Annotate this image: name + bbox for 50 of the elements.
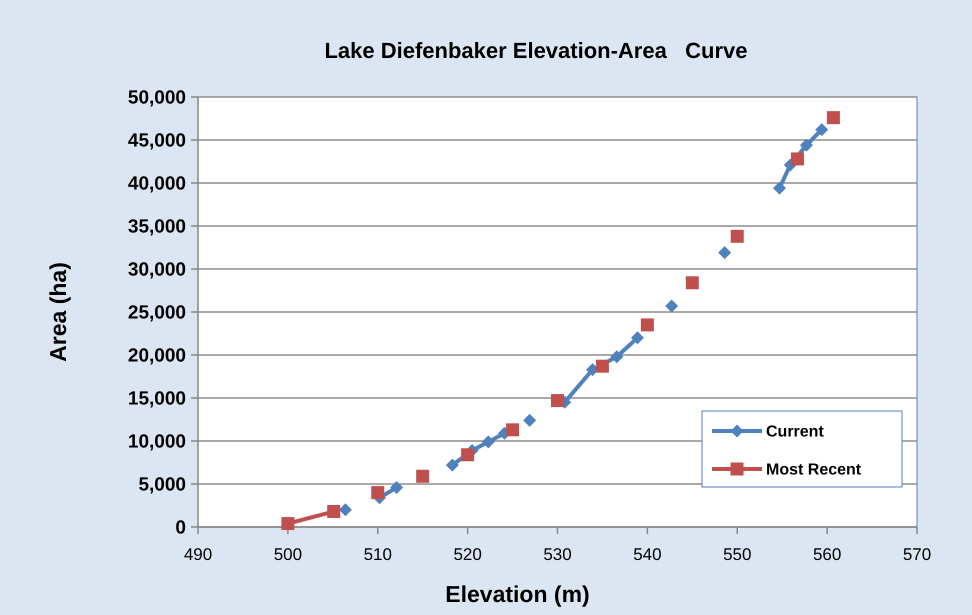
- point: [610, 350, 624, 364]
- x-tick-label: 540: [633, 545, 662, 564]
- y-tick-label: 45,000: [128, 130, 186, 152]
- point: [338, 503, 352, 516]
- point: [446, 458, 459, 472]
- x-tick-label: 510: [364, 545, 392, 564]
- point: [640, 318, 654, 332]
- point: [630, 331, 644, 344]
- y-tick-label: 0: [175, 518, 186, 539]
- x-tick-label: 520: [453, 545, 482, 564]
- x-tick-label: 570: [902, 545, 932, 564]
- y-tick-label: 5,000: [138, 474, 186, 496]
- x-tick-label: 560: [812, 545, 842, 564]
- legend-label: Current: [766, 424, 824, 441]
- chart-title: Lake Diefenbaker Elevation-Area Curve: [324, 38, 748, 63]
- point: [790, 152, 804, 166]
- point: [826, 111, 840, 124]
- point: [815, 123, 828, 136]
- y-tick-label: 50,000: [128, 88, 186, 109]
- point: [281, 517, 294, 530]
- point: [506, 423, 520, 436]
- y-tick-label: 10,000: [128, 432, 186, 453]
- y-tick-label: 15,000: [128, 388, 186, 410]
- point: [718, 246, 732, 260]
- point: [686, 276, 699, 290]
- point: [416, 470, 430, 483]
- point: [371, 486, 384, 500]
- x-tick-label: 550: [723, 545, 752, 564]
- point: [390, 480, 404, 494]
- x-tick-label: 500: [274, 545, 302, 564]
- y-axis-title: Area (ha): [45, 262, 71, 362]
- y-tick-label: 40,000: [128, 174, 186, 195]
- y-tick-label: 30,000: [128, 260, 186, 281]
- y-tick-label: 35,000: [128, 216, 186, 238]
- legend-label: Most Recent: [766, 462, 862, 479]
- point: [665, 299, 678, 312]
- point: [800, 138, 813, 152]
- point: [523, 414, 536, 427]
- point: [730, 230, 744, 243]
- x-axis-title: Elevation (m): [445, 581, 590, 607]
- point: [482, 435, 495, 448]
- point: [551, 394, 564, 408]
- point: [327, 505, 340, 518]
- y-tick-label: 25,000: [128, 302, 186, 324]
- x-tick-label: 490: [184, 545, 212, 564]
- x-tick-label: 530: [543, 545, 572, 564]
- point: [772, 182, 786, 195]
- point: [596, 360, 609, 373]
- y-tick-label: 20,000: [128, 346, 186, 367]
- point: [461, 448, 474, 462]
